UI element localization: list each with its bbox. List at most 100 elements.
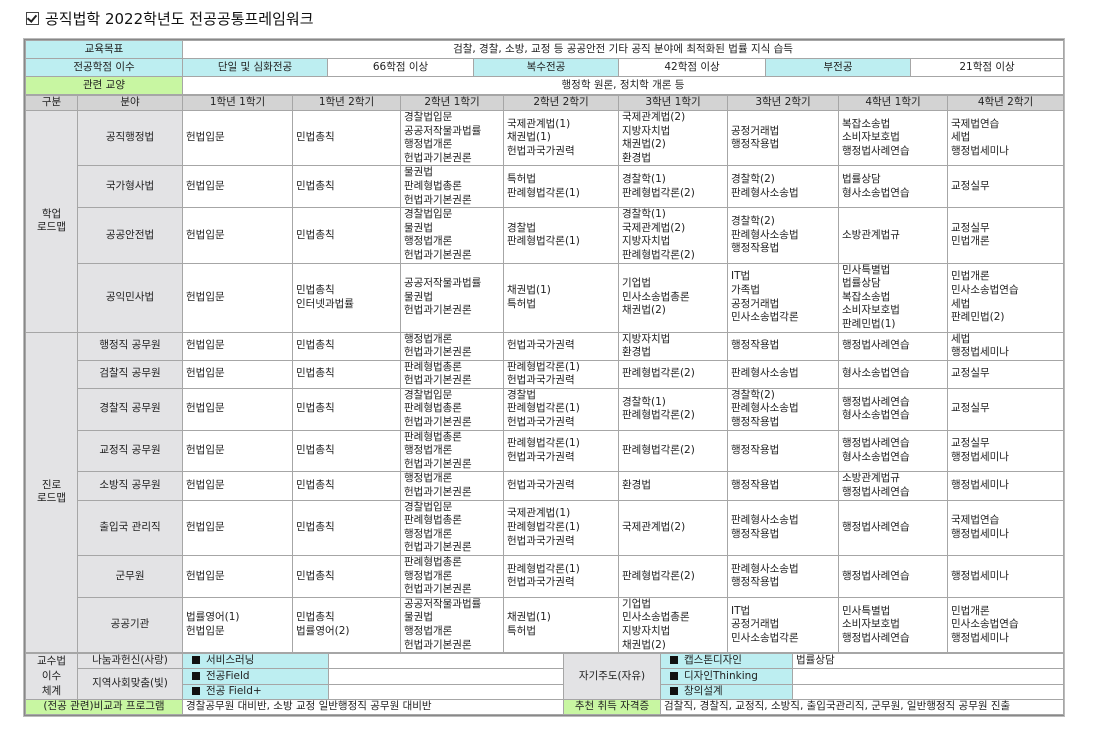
bullet-icon	[192, 687, 200, 696]
course-cell: 경찰학(1) 판례형법각론(2)	[618, 387, 728, 431]
liberal-row: 관련 교양 행정학 원론, 정치학 개론 등	[25, 76, 1064, 95]
course-item: 행정작용법	[731, 138, 780, 151]
course-cell: 판례형법총론 행정법개론 헌법과기본권론	[400, 429, 504, 473]
course-cell: 민법총칙	[292, 471, 401, 501]
course-item: 헌법입문	[186, 444, 225, 457]
course-item: 교정실무	[951, 179, 990, 192]
course-cell: 민사특별법 소비자보호법 행정법사례연습	[838, 596, 948, 654]
course-item: 교정실무	[951, 221, 990, 234]
roadmap-row: 검찰직 공무원 헌법입문 민법총칙 판례형법총론 헌법과기본권론 판례형법각론(1) 헌법과…	[26, 359, 1064, 389]
course-cell: 행정법사례연습 형사소송법연습	[838, 387, 948, 431]
course-item: 채권법(2)	[622, 638, 666, 651]
extra-value: 경찰공무원 대비반, 소방 교정 일반행정직 공무원 대비반	[182, 699, 564, 716]
course-item: 판례민법(2)	[951, 311, 1005, 324]
column-header: 2학년 2학기	[503, 95, 619, 111]
course-item: 민사소송법총론	[622, 290, 690, 303]
course-item: 환경법	[622, 346, 651, 359]
course-cell: 헌법입문	[182, 207, 293, 264]
course-item: 민사특별법	[842, 263, 891, 276]
course-item: 판례형법총론	[404, 360, 462, 373]
course-item: 국제관계법(2)	[622, 111, 686, 123]
teaching-table: 교수법 이수 체계 나눔과헌신(사랑) 서비스러닝 자기주도(자유) 캡스톤디자…	[25, 653, 1064, 716]
goal-value: 검찰, 경찰, 소방, 교정 등 공공안전 기타 공직 분야에 최적화된 법률 …	[182, 40, 1064, 59]
course-item: 행정법세미나	[951, 144, 1009, 157]
roadmap-table: 구분 분야 1학년 1학기 1학년 2학기 2학년 1학기 2학년 2학기 3학년 1학기 3…	[25, 95, 1064, 654]
course-cell: 민법총칙	[292, 387, 401, 431]
course-item: 공공저작물과법률	[404, 124, 482, 137]
column-header: 3학년 1학기	[618, 95, 728, 111]
group-label: 진로 로드맵	[25, 331, 78, 654]
credits-row: 전공학점 이수 단일 및 심화전공 66학점 이상 복수전공 42학점 이상 부…	[25, 58, 1064, 77]
course-item: 헌법과기본권론	[404, 541, 472, 554]
course-item: 특허법	[507, 624, 536, 637]
course-item: 행정법세미나	[951, 479, 1009, 492]
course-item: 경찰법	[507, 221, 536, 234]
course-item: 행정법개론	[404, 235, 453, 248]
roadmap-row: 공공기관 법률영어(1) 헌법입문 민법총칙 법률영어(2) 공공저작물과법률 물권법 행정법…	[26, 596, 1064, 654]
course-cell: 법률영어(1) 헌법입문	[182, 596, 293, 654]
course-item: IT법	[731, 604, 751, 617]
course-item: 환경법	[622, 479, 651, 492]
credit-type: 복수전공	[473, 58, 619, 77]
course-item: 헌법입문	[186, 290, 225, 303]
course-item: 공공저작물과법률	[404, 277, 482, 290]
course-item: 공정거래법	[731, 618, 780, 631]
course-item: 행정법개론	[404, 332, 453, 345]
field-label: 소방직 공무원	[77, 471, 183, 501]
column-header: 구분	[25, 95, 78, 111]
course-item: 물권법	[404, 611, 433, 624]
course-item: 판례형법총론	[404, 179, 462, 192]
course-item: 민법총칙	[296, 367, 335, 380]
course-item: 행정법세미나	[951, 569, 1009, 582]
course-item: 판례형법총론	[404, 514, 462, 527]
course-item: 행정법개론	[404, 472, 453, 485]
course-item: 채권법(1)	[507, 611, 551, 624]
course-cell: 소방관계법규 행정법사례연습	[838, 471, 948, 501]
course-item: 민사소송법각론	[731, 631, 799, 644]
course-item: 민사소송법각론	[731, 311, 799, 324]
course-item: 헌법과기본권론	[404, 248, 472, 261]
course-item: 세법	[951, 332, 971, 345]
course-item: 판례형법총론	[404, 430, 462, 443]
roadmap-row: 학업 로드맵 공직행정법 헌법입문 민법총칙 경찰법입문 공공저작물과법률 행정법개론 헌법과…	[25, 109, 1064, 333]
course-item: 판례형사소송법	[731, 402, 799, 415]
course-item: 행정작용법	[731, 242, 780, 255]
course-item: 행정법사례연습	[842, 339, 910, 352]
course-item: 국제관계법(2)	[622, 221, 686, 234]
course-cell: 행정작용법	[727, 331, 839, 361]
course-cell: 민법총칙	[292, 207, 401, 264]
course-cell: 기업법 민사소송법총론 채권법(2)	[618, 262, 728, 333]
course-item: 법률영어(1)	[186, 611, 240, 624]
course-item: 헌법과기본권론	[404, 583, 472, 596]
course-cell: 헌법입문	[182, 387, 293, 431]
sharing-value	[328, 653, 564, 670]
course-cell: 환경법	[618, 471, 728, 501]
course-item: 공정거래법	[731, 297, 780, 310]
course-cell: 민법총칙	[292, 499, 401, 557]
bullet-icon	[192, 656, 200, 665]
course-cell: 채권법(1) 특허법	[503, 596, 619, 654]
course-cell: 경찰법입문 물권법 행정법개론 헌법과기본권론	[400, 207, 504, 264]
course-item: 헌법과국가권력	[507, 416, 575, 429]
course-cell: 판례형법총론 헌법과기본권론	[400, 359, 504, 389]
field-label: 공공기관	[77, 596, 183, 654]
course-item: 세법	[951, 131, 971, 144]
field-label: 공익민사법	[77, 262, 183, 333]
course-item: 복잡소송법	[842, 290, 891, 303]
course-cell: 법률상담 형사소송법연습	[838, 165, 948, 209]
course-item: 경찰학(2)	[731, 388, 775, 401]
course-item: 경찰학(1)	[622, 173, 666, 186]
teaching-row: 교수법 이수 체계 나눔과헌신(사랑) 서비스러닝 자기주도(자유) 캡스톤디자…	[25, 653, 1064, 701]
course-item: 민법개론	[951, 604, 990, 617]
course-cell: 국제관계법(2)	[618, 499, 728, 557]
course-cell: 헌법과국가권력	[503, 331, 619, 361]
bullet-icon	[670, 687, 678, 696]
course-item: 민법총칙	[296, 283, 335, 296]
course-item: 행정법사례연습	[842, 486, 910, 499]
course-cell: 지방자치법 환경법	[618, 331, 728, 361]
field-label: 출입국 관리직	[77, 499, 183, 557]
course-item: 민사소송법연습	[951, 618, 1019, 631]
course-item: 행정법개론	[404, 569, 453, 582]
credit-value: 21학점 이상	[910, 58, 1064, 77]
course-cell: 민법총칙	[292, 109, 401, 167]
